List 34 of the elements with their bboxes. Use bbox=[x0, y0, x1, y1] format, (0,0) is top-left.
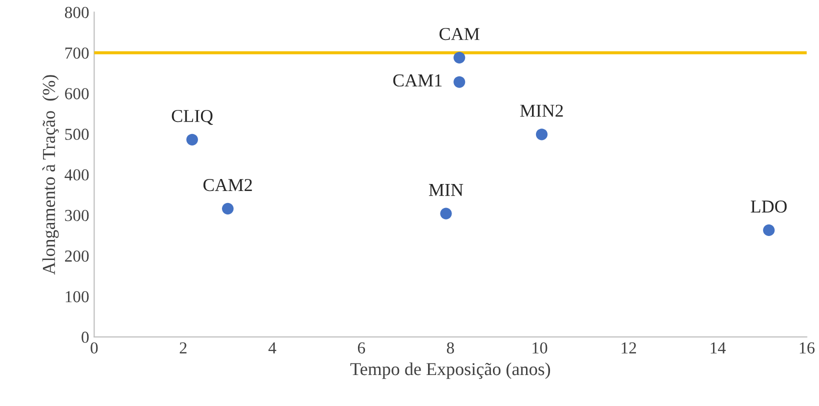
x-tick-label: 8 bbox=[446, 342, 454, 354]
x-tick-label: 6 bbox=[358, 342, 366, 354]
annotation: LDO bbox=[750, 200, 787, 213]
annotation: CLIQ bbox=[172, 110, 213, 125]
point bbox=[763, 224, 775, 236]
y-tick-label: 200 bbox=[65, 250, 89, 262]
x-tick-label: 4 bbox=[268, 342, 276, 354]
x-tick-label: 12 bbox=[622, 342, 636, 354]
annotation: MIN bbox=[428, 184, 464, 196]
point bbox=[454, 52, 466, 64]
x-tick-label: 16 bbox=[800, 342, 815, 354]
point bbox=[222, 202, 234, 214]
x-tick-label: 0 bbox=[90, 342, 98, 354]
annotation: MIN2 bbox=[520, 104, 563, 117]
y-tick-label: 500 bbox=[65, 128, 89, 140]
y-tick-label: 700 bbox=[65, 47, 89, 59]
point bbox=[536, 128, 548, 140]
x-tick-label: 2 bbox=[180, 342, 186, 354]
y-tick-label: 800 bbox=[64, 6, 89, 18]
annotation: CAM2 bbox=[203, 178, 252, 192]
x-axis-title: Tempo de Exposição (anos) bbox=[350, 362, 550, 379]
y-tick-label: 0 bbox=[82, 332, 89, 343]
y-tick-label: 100 bbox=[66, 291, 89, 302]
x-tick-label: 10 bbox=[532, 342, 548, 354]
point bbox=[454, 76, 466, 88]
y-axis-title: Alongamento à Tração (%) bbox=[42, 75, 59, 275]
annotation: CAM1 bbox=[393, 74, 442, 87]
annotation: CAM bbox=[440, 28, 480, 40]
x-tick-label: 14 bbox=[710, 342, 726, 354]
point bbox=[186, 134, 198, 146]
y-tick-label: 300 bbox=[65, 210, 89, 222]
y-tick-label: 400 bbox=[64, 169, 89, 181]
y-tick-label: 600 bbox=[65, 88, 89, 100]
point bbox=[440, 208, 452, 220]
